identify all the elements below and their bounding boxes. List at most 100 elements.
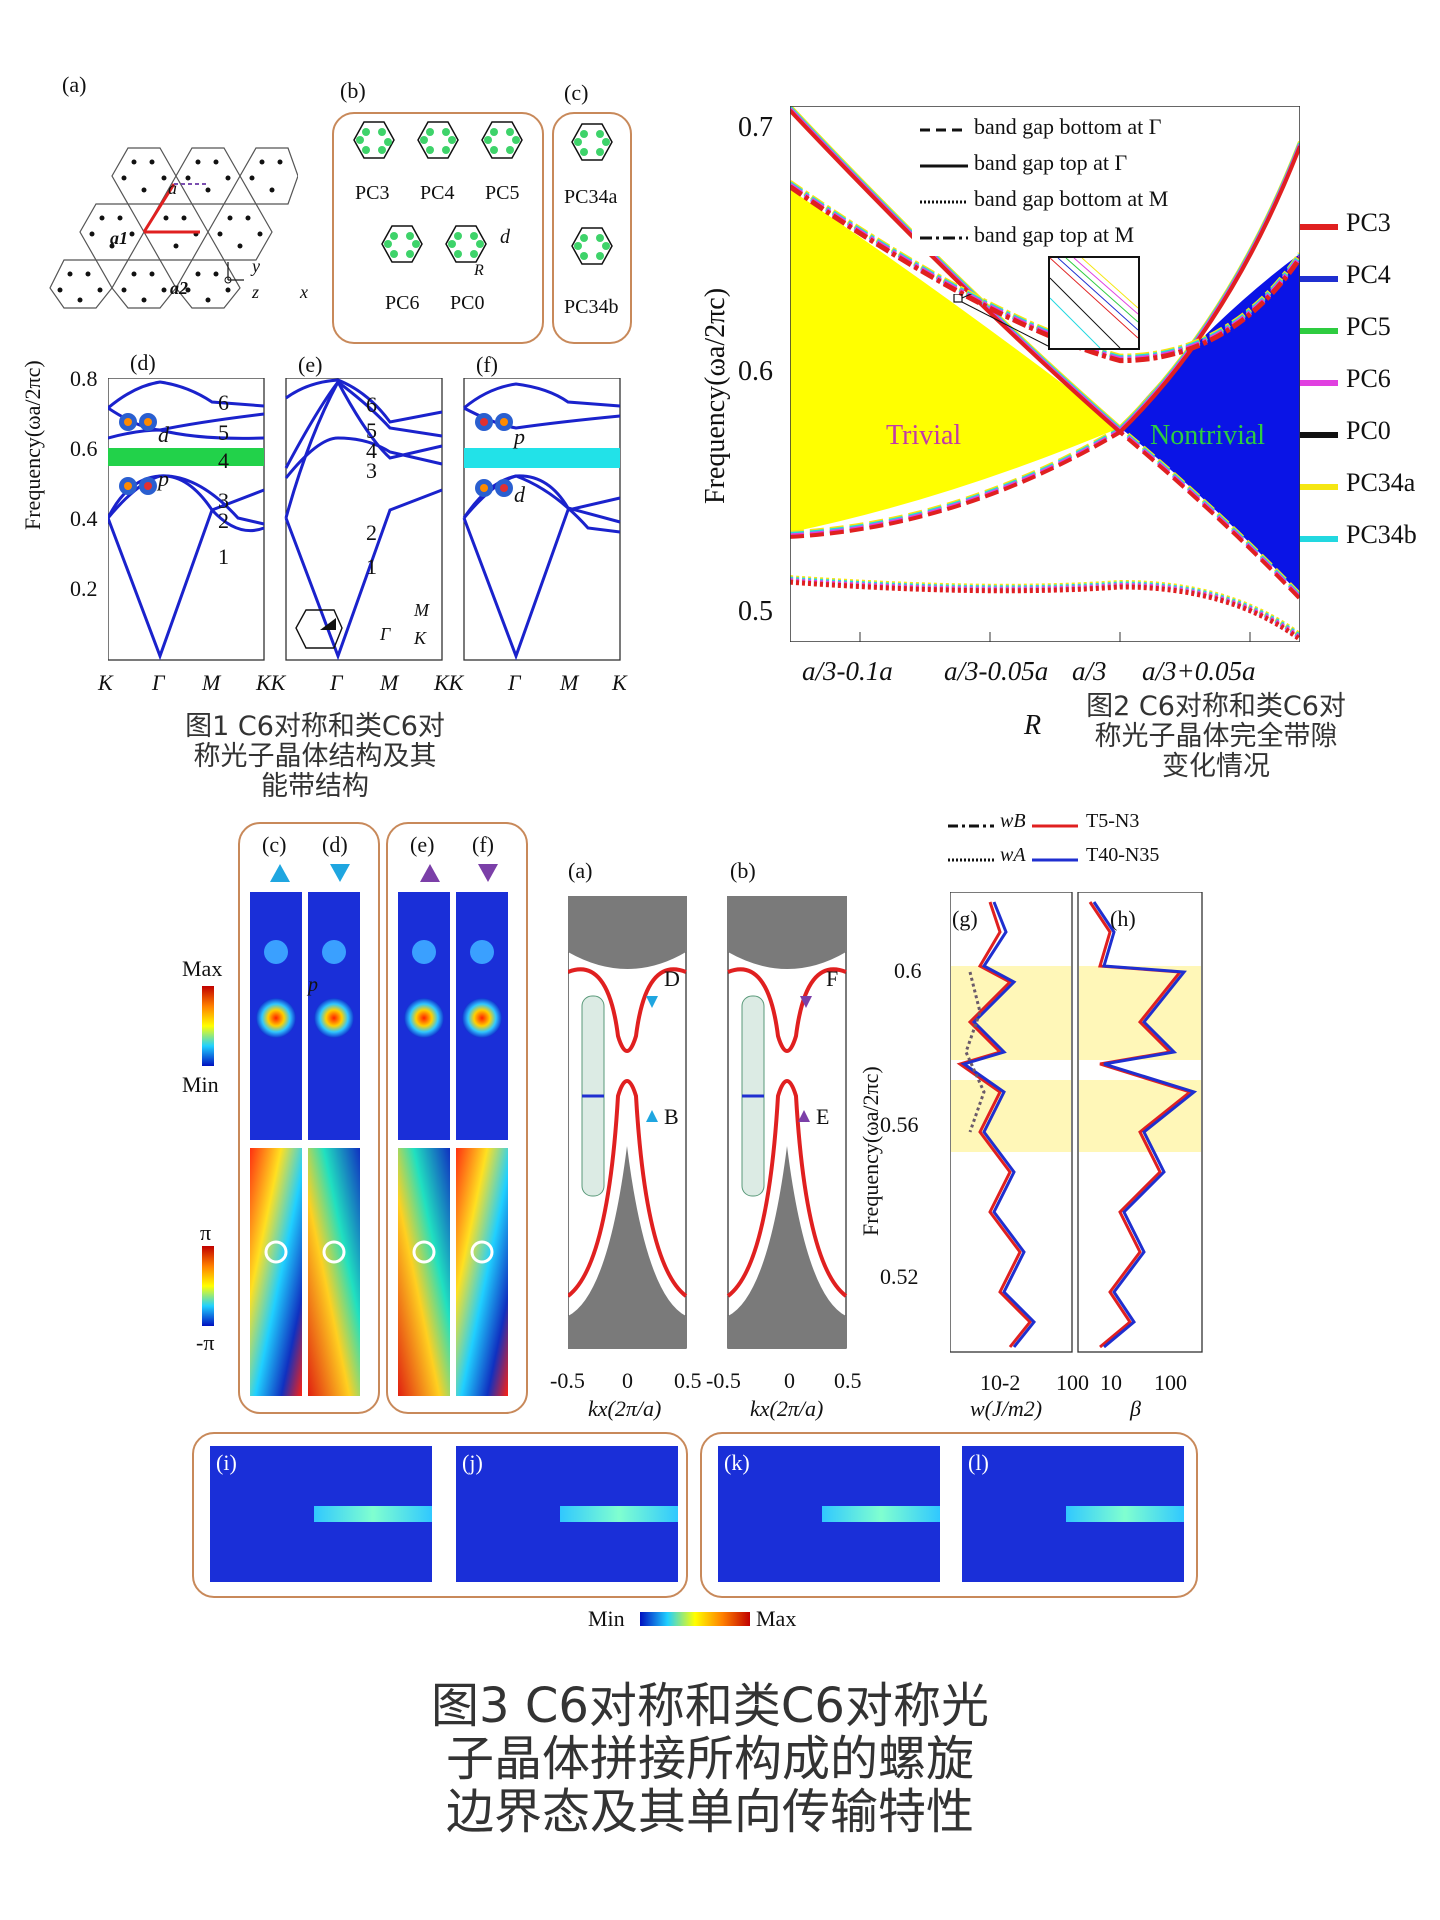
- band-xtick-4: Γ: [330, 670, 343, 695]
- bz-label-gamma: Γ: [380, 624, 391, 644]
- inset-leader: [953, 294, 1049, 347]
- phase-colorbar-min: -π: [196, 1330, 215, 1355]
- amp-colorbar: [202, 986, 214, 1066]
- lattice-a: a: [168, 178, 177, 198]
- f3-legend-1: T5-N3: [1086, 810, 1140, 832]
- f2-ytick-1: 0.6: [738, 356, 773, 387]
- pc-unit-cells-b: [353, 121, 523, 263]
- band-ytick-3: 0.2: [70, 576, 98, 601]
- zoom-inset: [1048, 256, 1140, 350]
- prop-map-k: [718, 1446, 940, 1582]
- band-ytick-0: 0.8: [70, 366, 98, 391]
- series-legend-item: PC34a: [1300, 464, 1440, 516]
- f3-panel-a-label: (a): [568, 858, 593, 883]
- figure-2-caption-line-2: 称光子晶体完全带隙: [1094, 721, 1338, 753]
- series-line-2-PC34b: [790, 576, 1300, 639]
- transmission-plots: [950, 892, 1203, 1353]
- f3-panel-c-label: (c): [262, 832, 287, 857]
- band-num-d-5: 5: [218, 420, 229, 445]
- f3-panel-b-label: (b): [730, 858, 756, 883]
- band-num-e-1: 1: [366, 554, 377, 579]
- f3-panel-i-label: (i): [216, 1450, 237, 1475]
- gh-ytick-2: 0.52: [880, 1264, 919, 1289]
- pc-label-c-1: PC34b: [564, 296, 619, 318]
- series-legend-item: PC0: [1300, 412, 1440, 464]
- pc-group-c-box: [552, 112, 632, 344]
- panel-e-label: (e): [298, 352, 323, 377]
- figure-1-caption: 图1 C6对称和类C6对 称光子晶体结构及其 能带结构: [150, 711, 480, 803]
- series-legend-label: PC3: [1346, 208, 1391, 237]
- h-xtick-1: 100: [1154, 1370, 1187, 1395]
- edge-label-F: F: [826, 966, 839, 991]
- f3-panel-l-label: (l): [968, 1450, 989, 1475]
- f3-legend: wB T5-N3 wA T40-N35: [948, 808, 1208, 876]
- edge-label-D: D: [664, 966, 680, 991]
- axis-y: y: [252, 256, 260, 276]
- series-legend-label: PC5: [1346, 312, 1391, 341]
- f3-panel-g-label: (g): [952, 906, 978, 931]
- mode-d-label-p: p: [158, 466, 169, 491]
- f2-ytick-2: 0.5: [738, 596, 773, 627]
- hexagonal-lattice-diagram: [49, 147, 298, 309]
- legend-line-2: band gap bottom at M: [974, 186, 1169, 211]
- band-structure-plots: [108, 378, 621, 661]
- pc-label-b-3: PC6: [385, 292, 420, 314]
- panel-d-label: (d): [130, 350, 156, 375]
- bz-label-M: M: [414, 600, 429, 620]
- mode-f-label-d: d: [514, 482, 525, 507]
- figure-2-caption-line-3: 变化情况: [1162, 751, 1270, 783]
- gh-ytick-1: 0.56: [880, 1112, 919, 1137]
- series-line-1-PC3: [790, 109, 1300, 435]
- bottom-colorbar-max: Max: [756, 1606, 797, 1631]
- series-legend: PC3 PC4 PC5 PC6 PC0 PC34a PC34b: [1300, 204, 1440, 568]
- prop-map-l: [962, 1446, 1184, 1582]
- band-num-e-4: 4: [366, 438, 377, 463]
- prop-map-i: [210, 1446, 432, 1582]
- band-xtick-7: Γ: [508, 670, 521, 695]
- axis-x: x: [300, 282, 308, 302]
- band-num-e-3: 3: [366, 458, 377, 483]
- band-num-e-6: 6: [366, 392, 377, 417]
- band-ytick-2: 0.4: [70, 506, 98, 531]
- band-num-d-2: 2: [218, 508, 229, 533]
- series-legend-item: PC34b: [1300, 516, 1440, 568]
- h-xlabel: β: [1130, 1396, 1141, 1421]
- figure-1-caption-line-1: 图1 C6对称和类C6对: [185, 711, 445, 742]
- gh-ylabel: Frequency(ωa/2πc): [858, 1066, 883, 1236]
- panel-c-label: (c): [564, 80, 589, 105]
- f2-ylabel: Frequency(ωa/2πc): [700, 287, 731, 504]
- f2-xtick-0: a/3-0.1a: [802, 656, 893, 686]
- band-num-d-1: 1: [218, 544, 229, 569]
- band-num-e-2: 2: [366, 520, 377, 545]
- kx-tick-0: -0.5: [550, 1368, 585, 1393]
- pc-unit-cells-c: [571, 123, 613, 265]
- f3-legend-2: wA: [1000, 844, 1026, 866]
- kx-tick-2: 0.5: [674, 1368, 702, 1393]
- kx-tick-4: 0: [784, 1368, 795, 1393]
- band-xtick-9: K: [612, 670, 627, 695]
- lattice-a2: a2: [170, 278, 188, 298]
- series-legend-swatch: [1300, 380, 1338, 386]
- band-ylabel: Frequency(ωa/2πc): [20, 360, 45, 530]
- legend-line-0: band gap bottom at Γ: [974, 114, 1162, 139]
- band-num-e-5: 5: [366, 418, 377, 443]
- pc-label-b-2: PC5: [485, 182, 520, 204]
- band-num-d-6: 6: [218, 390, 229, 415]
- g-xlabel: w(J/m2): [970, 1396, 1043, 1421]
- legend-line-3: band gap top at M: [974, 222, 1135, 247]
- series-legend-swatch: [1300, 432, 1338, 438]
- f3-legend-3: T40-N35: [1086, 844, 1160, 866]
- prop-map-j: [456, 1446, 678, 1582]
- series-line-0-PC3: [790, 429, 1300, 601]
- band-xtick-3: KK: [256, 670, 286, 695]
- f3-panel-f-label: (f): [472, 832, 494, 857]
- edge-label-E: E: [816, 1104, 830, 1129]
- series-legend-label: PC34a: [1346, 468, 1416, 497]
- f2-ytick-0: 0.7: [738, 112, 773, 143]
- edge-state-plots: [568, 896, 848, 1349]
- f2-xtick-3: a/3+0.05a: [1142, 656, 1256, 686]
- band-xtick-1: Γ: [152, 670, 165, 695]
- panel-f-label: (f): [476, 352, 498, 377]
- panel-a-label: (a): [62, 72, 87, 97]
- field-box-ef: [386, 822, 528, 1414]
